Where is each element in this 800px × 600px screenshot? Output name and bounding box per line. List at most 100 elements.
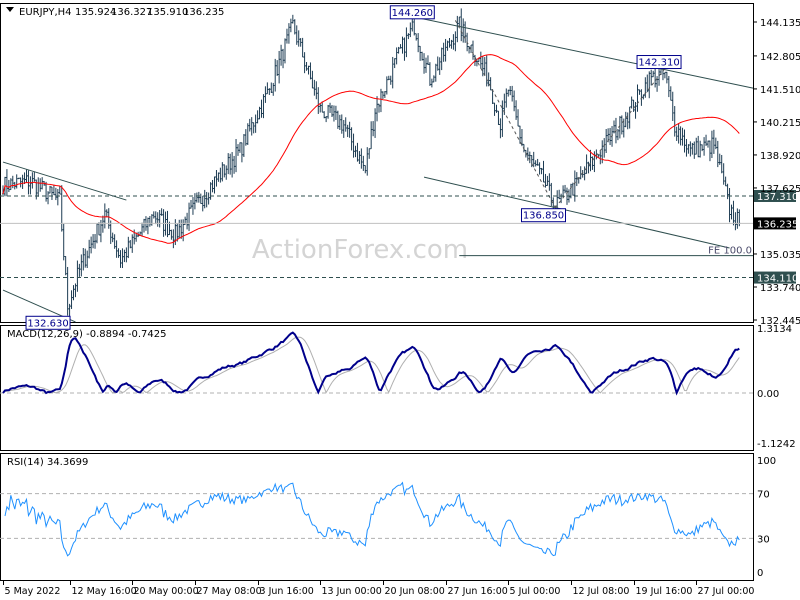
ohlc-bar xyxy=(88,239,91,259)
ohlc-bar xyxy=(730,204,733,220)
ohlc-bar xyxy=(687,144,690,154)
ohlc-bar xyxy=(209,182,212,200)
ohlc-bar xyxy=(237,144,239,156)
ohlc-bar xyxy=(530,155,533,168)
ohlc-bar xyxy=(364,164,367,174)
ohlc-bar xyxy=(436,56,439,71)
ohlc-bar xyxy=(417,33,420,53)
ohlc-bar xyxy=(407,33,410,40)
macd-series xyxy=(0,331,753,396)
y-tick-label: 133.740 xyxy=(760,283,800,294)
price-label-box xyxy=(521,208,566,223)
x-tick-label: 12 Jul 08:00 xyxy=(573,586,630,597)
ohlc-bar xyxy=(626,112,629,130)
ohlc-bar xyxy=(475,59,478,67)
collapse-triangle-icon[interactable] xyxy=(6,7,14,12)
fe-label: FE 100.0 xyxy=(708,246,752,257)
ohlc-bar xyxy=(650,69,653,86)
ohlc-bar xyxy=(315,81,318,100)
price-label-box xyxy=(389,5,435,20)
trendline xyxy=(2,161,127,201)
ohlc-bar xyxy=(188,202,191,231)
symbol-label: EURJPY,H4 xyxy=(19,7,72,18)
ohlc-bar xyxy=(262,94,265,119)
low-value: 135.910 xyxy=(147,7,188,18)
ohlc-bar xyxy=(428,62,431,86)
ohlc-bar xyxy=(624,111,627,128)
macd-tick-label: -1.1242 xyxy=(757,439,796,450)
ohlc-bar xyxy=(101,215,104,233)
ohlc-bar xyxy=(432,75,435,83)
rsi-panel xyxy=(0,453,754,581)
ohlc-bar xyxy=(303,52,306,74)
ohlc-bar xyxy=(121,248,124,269)
ohlc-bar xyxy=(718,153,721,165)
ohlc-bar xyxy=(370,121,373,150)
ohlc-bar xyxy=(229,153,232,175)
ohlc-bar xyxy=(284,38,286,64)
ohlc-bar xyxy=(49,185,51,194)
ohlc-bar xyxy=(609,127,612,146)
ohlc-bar xyxy=(634,101,637,119)
ohlc-bar xyxy=(15,174,18,189)
ohlc-bar xyxy=(374,108,377,138)
ohlc-bar xyxy=(231,152,234,178)
ohlc-bar xyxy=(368,148,371,159)
ohlc-bar xyxy=(291,14,294,24)
ohlc-bar xyxy=(736,208,739,229)
x-tick-label: 5 Jul 00:00 xyxy=(510,586,561,597)
ohlc-bar xyxy=(415,33,418,41)
ohlc-bar xyxy=(9,178,12,191)
ohlc-bar xyxy=(82,248,85,271)
ohlc-bar xyxy=(360,148,363,169)
ohlc-bar xyxy=(94,234,97,249)
ohlc-bar xyxy=(311,70,314,89)
ohlc-bar xyxy=(84,248,87,268)
ohlc-bar xyxy=(558,189,561,200)
ohlc-bar xyxy=(734,212,737,231)
ohlc-bar xyxy=(618,116,621,139)
ohlc-bar xyxy=(728,188,731,223)
ohlc-bar xyxy=(260,99,263,118)
ohlc-bar xyxy=(148,216,151,227)
current-price-box xyxy=(754,217,796,230)
open-value: 135.924 xyxy=(75,7,116,18)
chart-header: EURJPY,H4 135.924 136.327 135.910 136.23… xyxy=(19,7,224,18)
ohlc-bar xyxy=(278,50,281,84)
ohlc-bar xyxy=(538,162,541,175)
ohlc-bar xyxy=(493,102,496,116)
ohlc-bar xyxy=(285,28,288,44)
ohlc-bar xyxy=(127,236,130,259)
ohlc-bar xyxy=(526,147,529,161)
ohlc-bar xyxy=(622,118,625,138)
ohlc-bar xyxy=(223,164,226,178)
ohlc-bar xyxy=(29,176,32,195)
ohlc-bar xyxy=(542,160,545,183)
y-tick-label: 138.920 xyxy=(760,151,800,162)
ohlc-bar xyxy=(630,96,633,109)
ohlc-bar xyxy=(11,175,14,189)
y-tick-label: 140.215 xyxy=(760,118,800,129)
x-tick-label: 12 May 16:00 xyxy=(72,586,137,597)
ohlc-bar xyxy=(158,209,161,228)
ohlc-bar xyxy=(462,18,465,43)
ohlc-bar xyxy=(327,104,330,119)
ohlc-bar xyxy=(710,130,713,159)
ohlc-bar xyxy=(31,172,34,189)
ohlc-bar xyxy=(329,102,332,113)
ohlc-bar xyxy=(511,85,514,102)
ohlc-bar xyxy=(17,177,20,180)
ohlc-bar xyxy=(693,141,696,159)
ohlc-bar xyxy=(258,106,261,120)
rsi-tick-label: 70 xyxy=(757,490,770,501)
ohlc-bar xyxy=(393,58,396,69)
ohlc-bar xyxy=(123,249,126,263)
ohlc-bar xyxy=(160,208,163,216)
ohlc-bar xyxy=(532,151,535,168)
ohlc-bar xyxy=(111,232,114,243)
ohlc-bar xyxy=(452,34,455,50)
ohlc-bar xyxy=(215,170,218,187)
ohlc-bar xyxy=(591,156,594,170)
watermark: ActionForex.com xyxy=(252,235,468,265)
